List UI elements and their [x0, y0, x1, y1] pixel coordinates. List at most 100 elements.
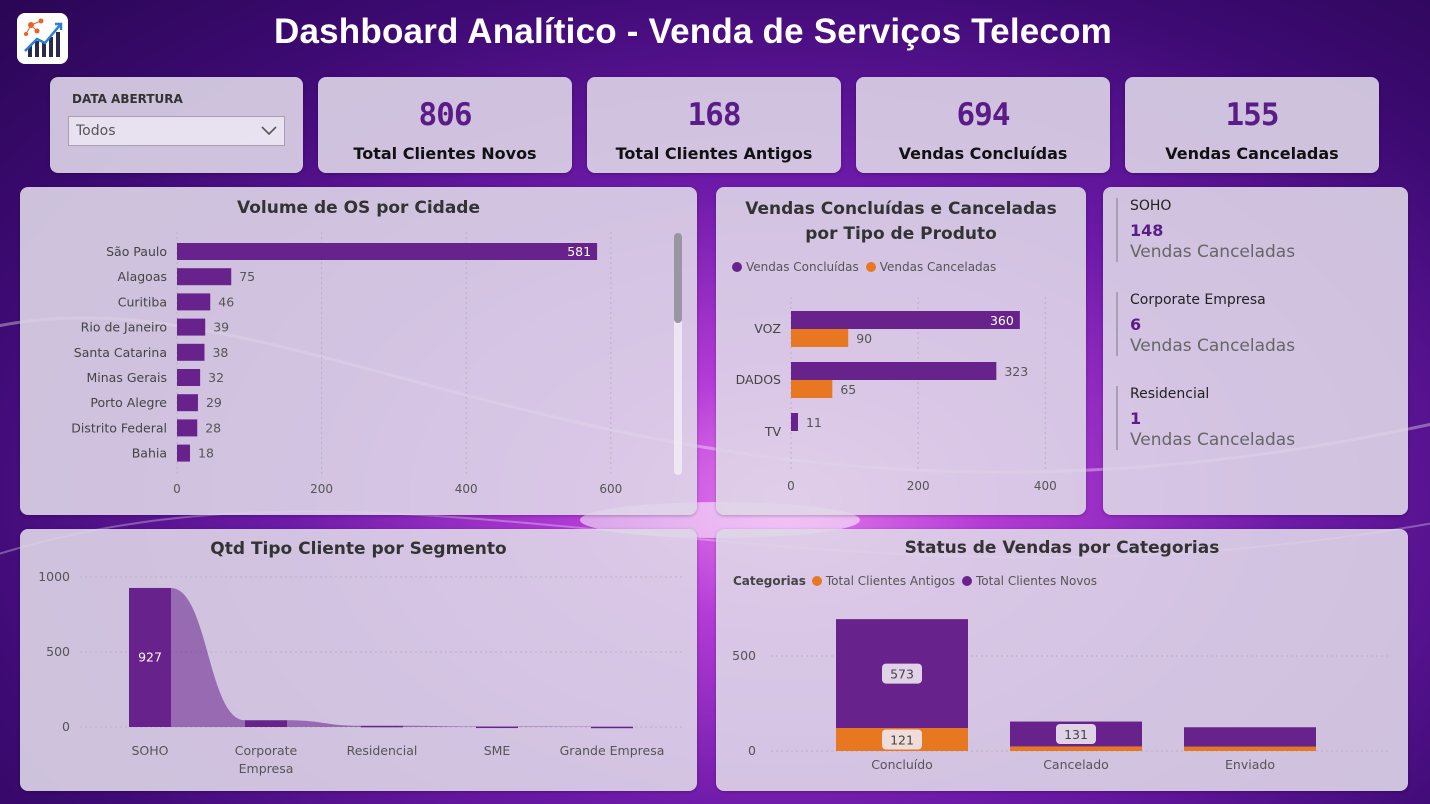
data-label-bg	[1056, 723, 1096, 744]
x-tick-label: 0	[787, 479, 795, 493]
ribbon	[287, 720, 361, 727]
data-label: 360	[990, 313, 1014, 328]
segment-chart-card: Qtd Tipo Cliente por Segmento 0 500 1000 92…	[20, 529, 697, 791]
data-label: 323	[1004, 364, 1028, 379]
kpi-value: 155	[1225, 97, 1280, 133]
x-category-label: Corporate	[235, 743, 298, 758]
legend-dot	[811, 576, 822, 586]
data-label: 11	[806, 415, 822, 430]
data-label: 573	[890, 667, 914, 682]
category-label: São Paulo	[106, 244, 167, 259]
x-category-label: Enviado	[1225, 757, 1275, 772]
bar	[177, 268, 232, 286]
x-tick-label: 0	[173, 482, 181, 496]
bar	[177, 419, 198, 437]
data-label: 75	[239, 269, 255, 284]
data-label: 581	[567, 244, 591, 259]
category-label: Alagoas	[118, 269, 167, 284]
data-label: 46	[218, 294, 234, 309]
data-label: 39	[213, 320, 229, 335]
legend-label: Vendas Canceladas	[879, 260, 997, 274]
y-tick-label: 500	[732, 648, 756, 663]
dropdown-value: Todos	[76, 123, 116, 139]
legend-dot	[865, 262, 876, 272]
category-label: Santa Catarina	[74, 345, 167, 360]
legend-title: Categorias	[733, 574, 806, 588]
legend-label: Total Clientes Antigos	[825, 574, 955, 588]
kpi-label: Total Clientes Novos	[353, 144, 537, 163]
kpi-label: Total Clientes Antigos	[615, 144, 813, 163]
x-tick-label: 400	[1034, 479, 1057, 493]
x-category-label: SME	[484, 743, 511, 758]
kpi-value: 168	[687, 97, 742, 133]
x-category-label: Cancelado	[1043, 757, 1109, 772]
bar	[177, 343, 205, 361]
segment-value: 6	[1130, 315, 1142, 334]
bar	[177, 369, 201, 386]
bar	[177, 394, 198, 412]
segment-item-corporate: Corporate Empresa 6 Vendas Canceladas	[1116, 292, 1295, 356]
category-label: Bahia	[132, 446, 167, 461]
city-chart-card: Volume de OS por Cidade 0 200 400 600 São Pa…	[20, 187, 697, 515]
x-tick-label: 400	[455, 482, 478, 496]
data-label: 121	[890, 733, 914, 748]
chart-title: Status de Vendas por Categorias	[904, 538, 1220, 558]
x-category-label: Grande Empresa	[560, 743, 665, 758]
kpi-card-old-clients: 168 Total Clientes Antigos	[587, 77, 841, 173]
filter-label: DATA ABERTURA	[72, 92, 183, 106]
bar-segment	[1184, 727, 1316, 747]
bar	[245, 720, 287, 727]
analytics-logo-icon	[17, 13, 68, 64]
x-category-label: Empresa	[239, 761, 294, 776]
y-tick-label: 1000	[38, 569, 70, 584]
bar-segment	[1010, 746, 1142, 751]
date-filter-dropdown[interactable]: Todos	[68, 116, 285, 146]
chart-title: Volume de OS por Cidade	[236, 198, 481, 218]
segment-sub: Vendas Canceladas	[1130, 242, 1296, 262]
data-label: 927	[138, 649, 162, 664]
status-chart-card: Status de Vendas por Categorias Categori…	[716, 529, 1408, 791]
status-stacked-chart: 0 500 121 573 Concluído 131 Cancelado Enviado	[732, 619, 1388, 772]
page-title: Dashboard Analítico - Venda de Serviços …	[274, 12, 1112, 51]
chart-title: Qtd Tipo Cliente por Segmento	[210, 539, 507, 559]
bar	[791, 311, 1020, 329]
x-tick-label: 200	[310, 482, 333, 496]
bar	[791, 329, 849, 347]
x-tick-label: 600	[599, 482, 622, 496]
category-label: Minas Gerais	[87, 370, 168, 385]
category-label: DADOS	[736, 372, 781, 387]
data-label: 32	[208, 370, 224, 385]
x-tick-label: 200	[907, 479, 930, 493]
category-label: Rio de Janeiro	[81, 320, 167, 335]
data-label: 29	[206, 395, 222, 410]
bar	[177, 243, 598, 260]
kpi-label: Vendas Concluídas	[898, 144, 1068, 163]
kpi-label: Vendas Canceladas	[1165, 144, 1339, 163]
segment-name: SOHO	[1130, 198, 1172, 214]
segment-item-soho: SOHO 148 Vendas Canceladas	[1116, 198, 1295, 262]
segment-ribbon-chart: 0 500 1000 927 SOHO Corporate Empresa Residenci…	[38, 569, 682, 776]
date-filter-card: DATA ABERTURA Todos	[50, 77, 303, 173]
y-tick-label: 500	[46, 644, 70, 659]
kpi-card-cancelled-sales: 155 Vendas Canceladas	[1125, 77, 1379, 173]
bar	[791, 362, 997, 380]
legend-label: Vendas Concluídas	[746, 260, 859, 274]
y-tick-label: 0	[748, 743, 756, 758]
data-label: 90	[856, 331, 872, 346]
segment-name: Residencial	[1130, 386, 1210, 402]
segment-cancelled-card: SOHO 148 Vendas Canceladas Corporate Emp…	[1103, 187, 1408, 515]
scrollbar-thumb[interactable]	[674, 233, 682, 323]
bar	[177, 444, 191, 462]
kpi-value: 806	[418, 97, 473, 133]
y-tick-label: 0	[62, 719, 70, 734]
bar	[361, 725, 403, 728]
ribbon	[403, 725, 476, 727]
chart-scrollbar[interactable]	[674, 233, 682, 475]
segment-sub: Vendas Canceladas	[1130, 336, 1296, 356]
bar	[791, 380, 833, 398]
bar	[129, 587, 171, 727]
bar-segment	[1184, 746, 1316, 751]
kpi-card-new-clients: 806 Total Clientes Novos	[318, 77, 572, 173]
bar	[791, 413, 798, 431]
segment-name: Corporate Empresa	[1130, 292, 1266, 308]
